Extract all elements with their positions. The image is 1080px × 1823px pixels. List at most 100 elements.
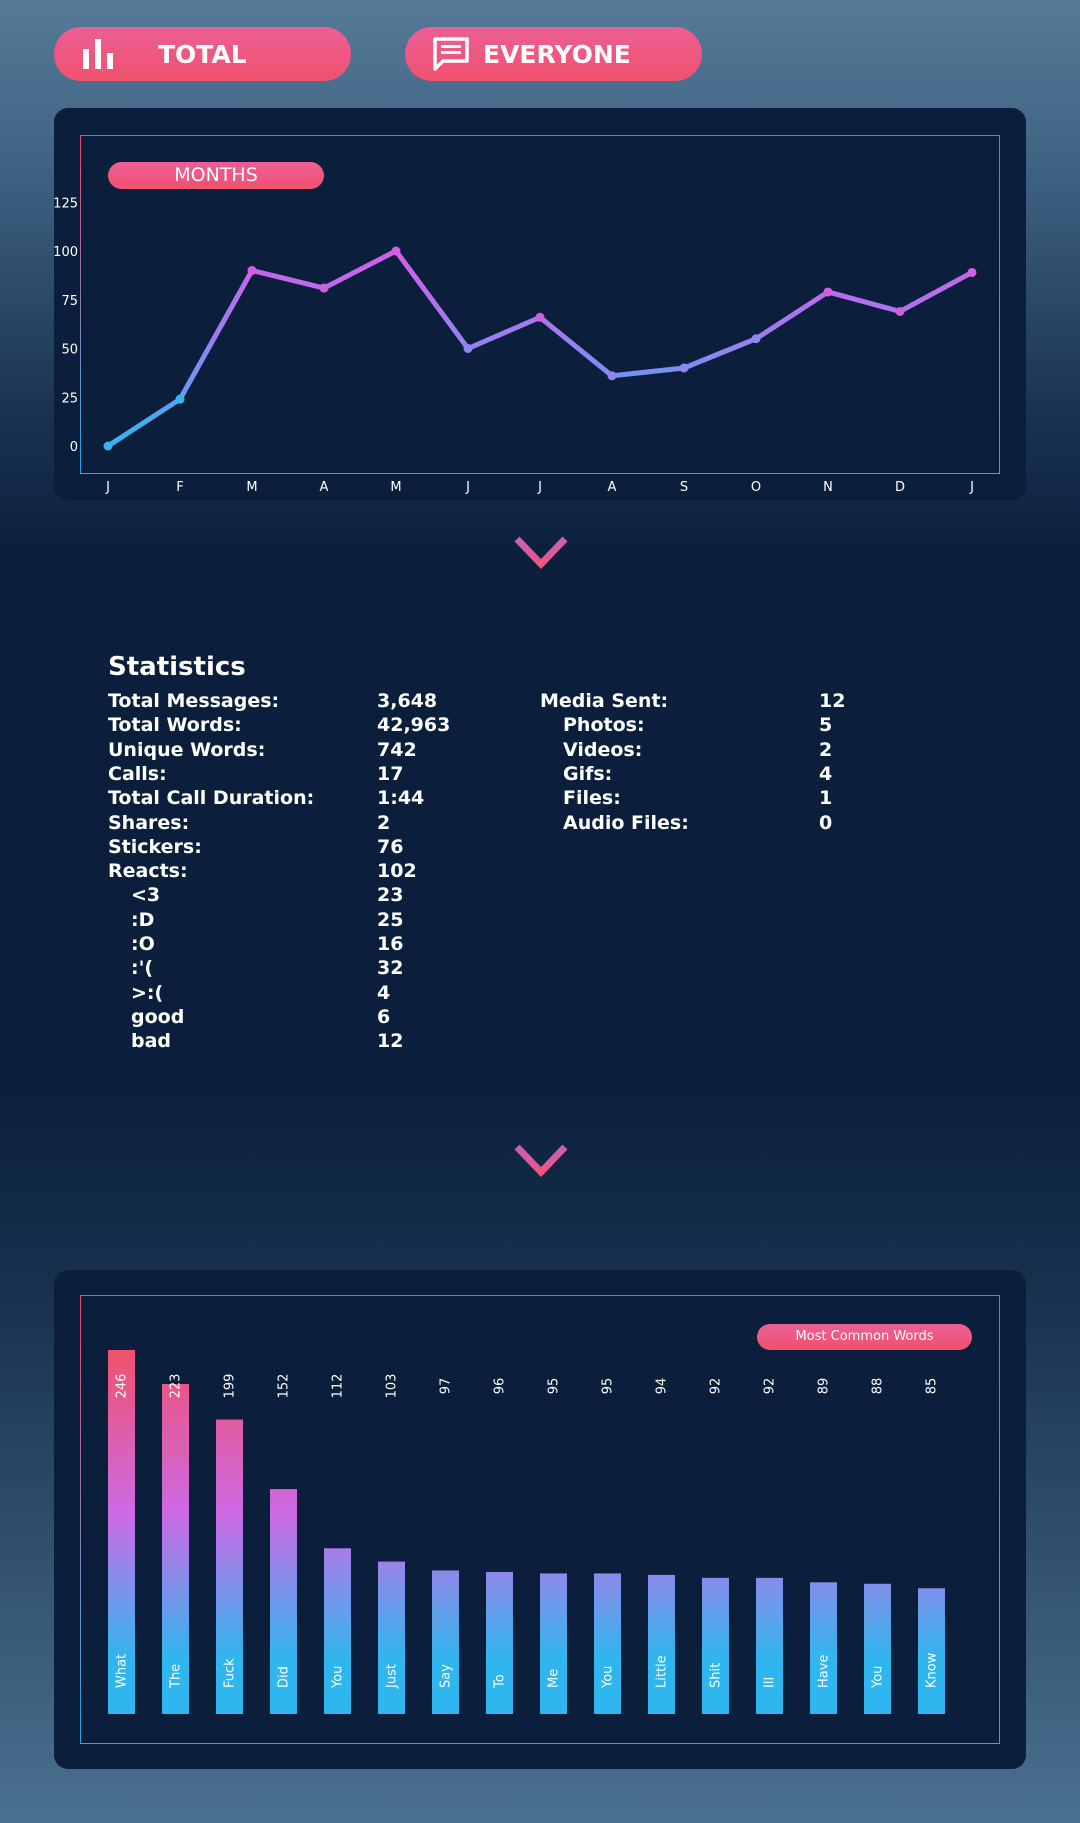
stat-value: 23 <box>377 884 404 907</box>
everyone-button[interactable]: EVERYONE <box>405 27 702 81</box>
line-point <box>247 266 257 275</box>
bar-value-label: 97 <box>439 1378 454 1395</box>
stat-label: Stickers: <box>108 835 202 858</box>
stat-label: Unique Words: <box>108 738 266 761</box>
bar-value-label: 103 <box>385 1374 400 1399</box>
months-line-chart: 0 25 50 75 100 125 J F M A M J J A S O N D J <box>53 196 977 495</box>
line-point <box>967 267 977 277</box>
line-point <box>895 306 905 316</box>
bar <box>270 1489 297 1714</box>
line-point <box>607 371 617 381</box>
bar-value-label: 96 <box>493 1378 508 1395</box>
bar-category-label: Just <box>385 1664 400 1689</box>
months-chart-title: MONTHS <box>108 162 324 189</box>
x-tick-label: D <box>895 480 905 495</box>
words-chart-title: Most Common Words <box>757 1324 972 1350</box>
chat-bubble-icon <box>433 37 469 71</box>
bar <box>486 1571 513 1714</box>
stat-value: 3,648 <box>377 690 438 712</box>
stat-label: Files: <box>563 787 621 810</box>
stat-value: 2 <box>819 738 833 761</box>
stat-label: Videos: <box>563 738 643 761</box>
line-point <box>319 283 329 293</box>
stat-value: 12 <box>819 690 846 712</box>
stat-value: 42,963 <box>377 714 451 737</box>
months-title-label: MONTHS <box>174 164 258 186</box>
line-point <box>679 363 689 373</box>
bar-value-label: 95 <box>601 1378 616 1395</box>
bar <box>216 1419 243 1714</box>
everyone-label: EVERYONE <box>483 39 631 69</box>
y-tick-label: 0 <box>70 440 78 455</box>
stat-value: 4 <box>377 981 391 1004</box>
x-tick-label: J <box>537 480 542 495</box>
bar <box>810 1582 837 1714</box>
scroll-down-chevron-icon[interactable] <box>513 535 569 571</box>
x-tick-label: J <box>465 480 470 495</box>
bar-value-label: 92 <box>709 1378 724 1395</box>
x-tick-label: J <box>969 480 974 495</box>
stat-value: 5 <box>819 714 833 737</box>
bar <box>162 1384 189 1714</box>
stat-label: :O <box>131 933 155 955</box>
x-tick-label: M <box>246 480 257 495</box>
bar-value-label: 112 <box>331 1374 346 1399</box>
stat-value: 12 <box>377 1030 404 1053</box>
bar-category-label: Ill <box>763 1677 778 1688</box>
stat-label: :D <box>131 908 155 931</box>
stat-label: Total Messages: <box>108 690 280 712</box>
bar-category-label: You <box>601 1666 616 1689</box>
stat-label: <3 <box>131 884 161 907</box>
line-point <box>535 312 545 322</box>
bar-category-label: Say <box>439 1664 454 1688</box>
stat-value: 102 <box>377 860 417 883</box>
bar <box>540 1573 567 1714</box>
bar <box>378 1561 405 1714</box>
stat-label: Media Sent: <box>540 690 669 712</box>
x-tick-label: F <box>176 480 183 495</box>
stat-label: Total Call Duration: <box>108 787 315 810</box>
bar-category-label: What <box>115 1654 130 1688</box>
stat-value: 1:44 <box>377 787 425 810</box>
stat-label: :'( <box>131 957 154 980</box>
stat-label: Shares: <box>108 811 190 834</box>
total-button[interactable]: TOTAL <box>54 27 351 81</box>
bar <box>702 1577 729 1714</box>
stat-value: 742 <box>377 738 417 761</box>
bar-category-label: Little <box>655 1655 670 1688</box>
bar-value-label: 246 <box>115 1374 130 1399</box>
bar-value-label: 92 <box>763 1378 778 1395</box>
bar-category-label: To <box>493 1674 508 1689</box>
stat-label: Total Words: <box>108 714 242 737</box>
stat-value: 0 <box>819 811 833 834</box>
bar-category-label: Me <box>547 1669 562 1688</box>
bar-category-label: Know <box>925 1652 940 1688</box>
bar <box>594 1573 621 1714</box>
stat-label: Reacts: <box>108 860 188 883</box>
stat-label: Photos: <box>563 714 645 737</box>
statistics-section: Statistics Total Messages: 3,648 Total Wor… <box>108 654 908 1060</box>
scroll-down-chevron-icon[interactable] <box>513 1143 569 1179</box>
bar <box>918 1588 945 1714</box>
x-tick-label: O <box>751 480 761 495</box>
line-point <box>103 441 113 451</box>
stat-value: 6 <box>377 1005 391 1028</box>
bar-value-label: 95 <box>547 1378 562 1395</box>
stat-value: 16 <box>377 933 404 955</box>
stat-label: Gifs: <box>563 762 613 785</box>
stat-value: 2 <box>377 811 391 834</box>
bar-category-label: Have <box>817 1655 832 1688</box>
bar-value-label: 199 <box>223 1374 238 1399</box>
y-tick-label: 75 <box>61 294 78 309</box>
bar <box>756 1577 783 1714</box>
stat-value: 1 <box>819 787 833 810</box>
bar-value-label: 152 <box>277 1374 292 1399</box>
bar <box>324 1548 351 1714</box>
line-point <box>463 344 473 353</box>
line-point <box>823 287 833 297</box>
stat-label: >:( <box>131 981 164 1004</box>
y-tick-label: 125 <box>53 196 78 211</box>
stat-value: 76 <box>377 835 404 858</box>
line-point <box>751 334 761 344</box>
